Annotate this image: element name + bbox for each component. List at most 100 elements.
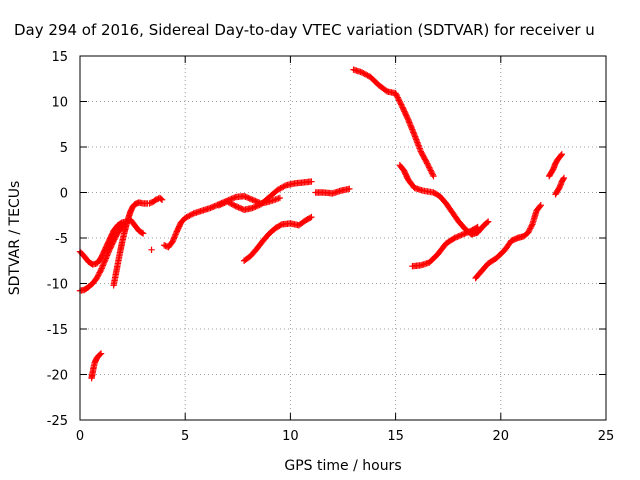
grid-lines bbox=[80, 56, 606, 420]
series-7-point bbox=[169, 237, 177, 244]
series-2-point bbox=[104, 250, 111, 258]
series-11-point bbox=[426, 165, 434, 173]
series-11-point bbox=[426, 164, 433, 171]
series-8-point bbox=[219, 200, 227, 207]
series-8-point bbox=[238, 205, 245, 212]
series-2-point bbox=[100, 260, 107, 268]
series-14-point bbox=[536, 203, 544, 210]
series-13-point bbox=[452, 234, 460, 241]
series-11-point bbox=[364, 72, 371, 79]
series-2-point bbox=[97, 268, 104, 275]
series-11-point bbox=[362, 71, 370, 78]
series-11-point bbox=[429, 171, 436, 178]
series-8-point bbox=[278, 184, 286, 191]
series-7-point bbox=[247, 195, 255, 203]
series-2-point bbox=[139, 230, 147, 237]
series-11-point bbox=[361, 70, 368, 78]
series-2-point bbox=[138, 229, 146, 236]
series-8-point bbox=[215, 202, 223, 209]
series-4-point bbox=[147, 199, 155, 207]
series-8-point bbox=[224, 198, 231, 205]
series-13-point bbox=[463, 229, 471, 236]
series-14-point bbox=[537, 202, 544, 209]
axis-ticks: 0 5 10 15 20 25 -25 -20 -15 -10 -5 0 5 10 15 bbox=[47, 50, 615, 444]
series-11-point bbox=[424, 161, 432, 168]
series-8-point bbox=[277, 185, 284, 192]
series-8-point bbox=[217, 201, 224, 208]
series-7-point bbox=[184, 213, 192, 220]
y-tick-label: -25 bbox=[47, 414, 68, 429]
data-markers bbox=[76, 66, 568, 382]
series-11-point bbox=[395, 95, 402, 103]
x-axis-title: GPS time / hours bbox=[284, 458, 401, 474]
series-8-point bbox=[308, 178, 315, 185]
series-7-point bbox=[246, 195, 253, 202]
series-11-point bbox=[393, 91, 400, 98]
x-tick-label: 20 bbox=[493, 429, 510, 444]
series-13-point bbox=[455, 232, 462, 240]
series-13-point bbox=[473, 224, 480, 232]
series-13-point bbox=[461, 230, 468, 237]
series-8-point bbox=[235, 204, 242, 211]
series-11-point bbox=[427, 167, 434, 174]
chart-title: Day 294 of 2016, Sidereal Day-to-day VTE… bbox=[14, 21, 595, 39]
series-2-point bbox=[103, 253, 110, 261]
series-13-point bbox=[458, 231, 465, 239]
series-2-point bbox=[101, 258, 108, 265]
series-11-point bbox=[395, 97, 403, 104]
series-11-point bbox=[358, 69, 366, 76]
series-7-point bbox=[240, 192, 248, 200]
series-4-point bbox=[157, 195, 165, 203]
series-7-point bbox=[252, 197, 259, 205]
series-11-point bbox=[393, 92, 401, 100]
series-16-point bbox=[560, 174, 568, 182]
series-13-point bbox=[462, 229, 469, 237]
y-tick-label: 15 bbox=[51, 50, 68, 65]
y-tick-label: -5 bbox=[55, 232, 68, 247]
series-2-point bbox=[98, 265, 105, 272]
series-8-point bbox=[253, 202, 260, 210]
series-7-point bbox=[183, 214, 190, 221]
series-2-point bbox=[102, 255, 110, 262]
series-8-point bbox=[252, 203, 259, 210]
series-7-point bbox=[170, 235, 177, 242]
series-11-point bbox=[392, 90, 399, 97]
series-7-point bbox=[187, 211, 195, 219]
series-11-point bbox=[430, 172, 437, 180]
series-7-point bbox=[182, 214, 189, 222]
series-7-point bbox=[250, 197, 258, 204]
series-7-point bbox=[171, 232, 179, 240]
series-7-point bbox=[207, 204, 214, 212]
series-8-point bbox=[232, 202, 239, 210]
series-2-point bbox=[99, 263, 106, 271]
series-13-point bbox=[465, 228, 472, 236]
series-8-point bbox=[280, 183, 287, 190]
series-11-point bbox=[425, 163, 432, 170]
series-6-point bbox=[148, 246, 155, 254]
series-8-point bbox=[275, 185, 283, 193]
y-tick-label: -15 bbox=[47, 323, 68, 338]
series-7-point bbox=[245, 194, 252, 202]
series-13-point bbox=[474, 223, 481, 231]
series-12-point bbox=[483, 219, 491, 226]
series-7-point bbox=[231, 194, 238, 201]
series-8-point bbox=[249, 204, 256, 212]
y-tick-label: 5 bbox=[60, 141, 68, 156]
series-8-point bbox=[229, 201, 237, 208]
x-tick-label: 15 bbox=[387, 429, 404, 444]
series-7-point bbox=[186, 212, 193, 219]
series-7-point bbox=[208, 204, 216, 211]
series-9-point bbox=[308, 213, 315, 221]
series-8-point bbox=[250, 204, 258, 211]
series-13-point bbox=[459, 231, 467, 238]
series-11-point bbox=[423, 160, 431, 167]
series-2-point bbox=[102, 256, 109, 264]
series-8-point bbox=[228, 200, 235, 208]
series-8-point bbox=[218, 200, 225, 208]
y-tick-label: 10 bbox=[51, 96, 68, 111]
series-11-point bbox=[360, 69, 367, 77]
series-7-point bbox=[169, 238, 176, 245]
series-4-point bbox=[158, 196, 166, 203]
series-14-point bbox=[528, 222, 535, 229]
